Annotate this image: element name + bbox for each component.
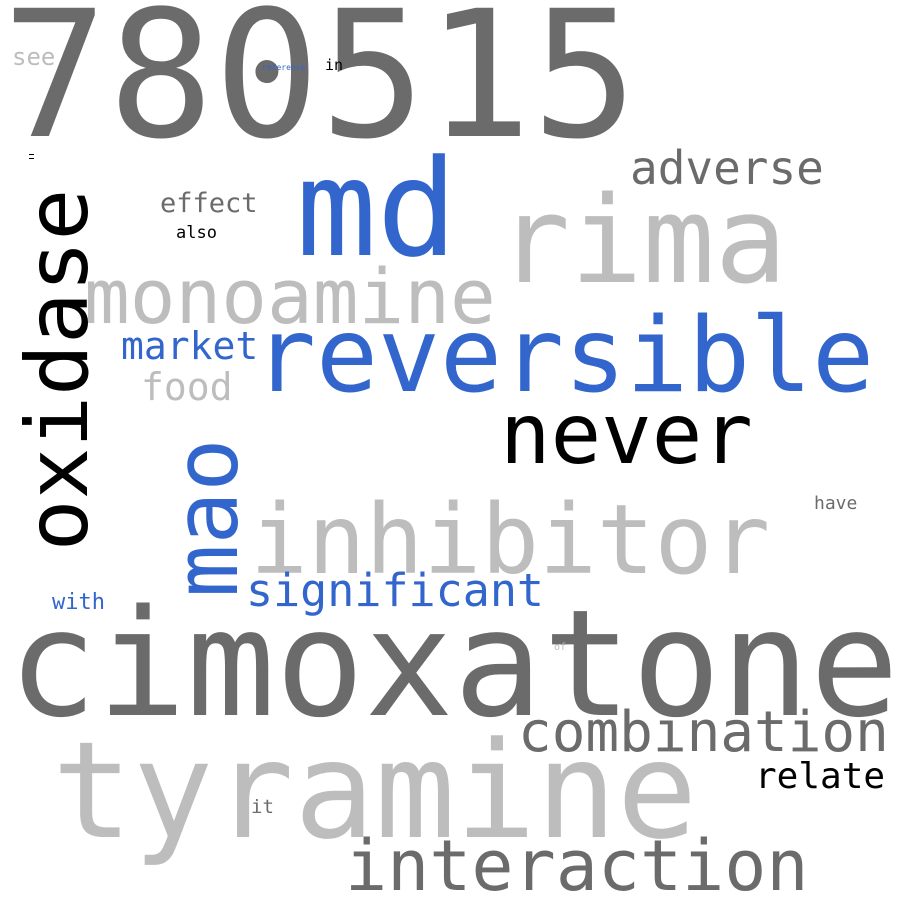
word-with: with bbox=[52, 590, 105, 615]
word-food: food bbox=[141, 365, 233, 409]
word-mao: mao bbox=[155, 438, 258, 598]
word-rima: rima bbox=[498, 172, 787, 311]
tiny-mark bbox=[29, 154, 34, 159]
word-cimoxatone: cimoxatone bbox=[8, 578, 900, 750]
word-effect: effect bbox=[160, 188, 258, 219]
word-relate: relate bbox=[755, 756, 886, 797]
word-reference: reference bbox=[262, 63, 306, 72]
word-it: it bbox=[251, 796, 274, 818]
word-significant: significant bbox=[246, 564, 545, 617]
word-adverse: adverse bbox=[630, 141, 824, 195]
word-780515: 780515 bbox=[2, 0, 638, 178]
word-see: see bbox=[12, 43, 56, 71]
word-oxidase: oxidase bbox=[8, 188, 108, 552]
word-combination: combination bbox=[518, 700, 889, 765]
word-never: never bbox=[500, 385, 753, 483]
word-have: have bbox=[814, 493, 858, 514]
word-md: md bbox=[296, 131, 458, 287]
word-monoamine: monoamine bbox=[84, 252, 496, 341]
word-of: of bbox=[554, 642, 567, 653]
word-also: also bbox=[176, 223, 217, 243]
word-reversible: reversible bbox=[254, 296, 875, 416]
word-in: in bbox=[325, 56, 344, 74]
word-tyramine: tyramine bbox=[52, 713, 698, 869]
word-market: market bbox=[121, 324, 259, 368]
word-inhibitor: inhibitor bbox=[250, 484, 771, 596]
word-interaction: interaction bbox=[345, 825, 809, 900]
